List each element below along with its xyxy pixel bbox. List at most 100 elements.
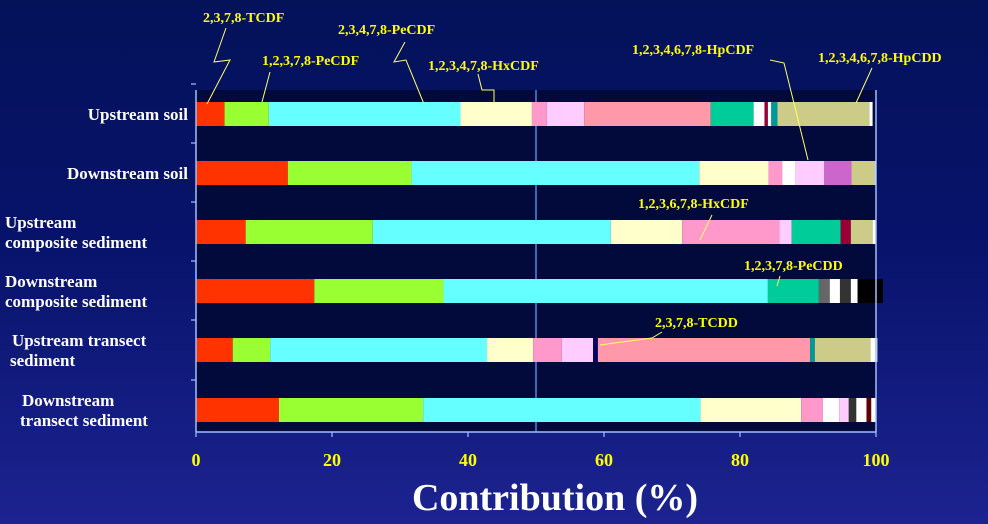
bars-layer: [196, 102, 883, 422]
bar-segment-0-4: [531, 102, 547, 126]
bar-segment-1-8: [851, 161, 875, 185]
bar-segment-0-5: [546, 102, 585, 126]
annotation-3: 1,2,3,4,7,8-HxCDF: [428, 59, 539, 74]
x-tick-label-5: 100: [863, 450, 890, 470]
bar-segment-5-7: [848, 398, 857, 422]
x-tick-label-0: 0: [192, 450, 201, 470]
bar-segment-0-6: [584, 102, 711, 126]
bar-segment-3-5: [829, 279, 840, 303]
category-label-2-1: composite sediment: [5, 233, 147, 252]
bar-segment-1-0: [196, 161, 288, 185]
bar-segment-2-1: [245, 220, 373, 244]
bar-segment-3-7: [850, 279, 858, 303]
category-label-4-1: sediment: [10, 351, 76, 370]
bar-segment-2-4: [682, 220, 780, 244]
category-label-3-1: composite sediment: [5, 292, 147, 311]
bar-segment-4-8: [810, 338, 815, 362]
category-label-0-0: Upstream soil: [88, 105, 189, 124]
x-tick-label-2: 40: [459, 450, 477, 470]
bar-segment-5-8: [856, 398, 867, 422]
bar-segment-2-7: [840, 220, 851, 244]
bar-segment-2-0: [196, 220, 246, 244]
bar-segment-2-5: [779, 220, 792, 244]
bar-segment-0-9: [764, 102, 768, 126]
annotation-leader-0: [206, 27, 231, 105]
bar-segment-5-4: [801, 398, 823, 422]
bar-segment-3-2: [443, 279, 768, 303]
bar-segment-3-6: [839, 279, 851, 303]
category-label-2-0: Upstream: [5, 213, 76, 232]
bar-segment-0-8: [753, 102, 765, 126]
annotation-leader-7: [776, 275, 781, 287]
category-label-5-0: Downstream: [22, 391, 114, 410]
x-tick-label-4: 80: [731, 450, 749, 470]
annotation-leader-3: [477, 73, 495, 104]
bar-segment-4-5: [561, 338, 594, 362]
bar-segment-0-10: [767, 102, 772, 126]
bar-segment-0-11: [771, 102, 778, 126]
bar-segment-5-1: [278, 398, 424, 422]
annotation-0: 2,3,7,8-TCDF: [203, 11, 284, 26]
bar-segment-5-2: [423, 398, 701, 422]
axes-layer: [191, 83, 877, 437]
bar-segment-4-2: [270, 338, 488, 362]
category-label-3-0: Downstream: [5, 272, 97, 291]
bar-segment-4-1: [232, 338, 271, 362]
bar-segment-0-13: [869, 102, 873, 126]
bar-segment-3-8: [857, 279, 883, 303]
bar-segment-1-4: [768, 161, 783, 185]
bar-segment-4-9: [814, 338, 871, 362]
bar-segment-4-3: [487, 338, 534, 362]
x-tick-label-1: 20: [323, 450, 341, 470]
bar-segment-4-7: [597, 338, 811, 362]
x-tick-label-3: 60: [595, 450, 613, 470]
bar-segment-5-9: [866, 398, 872, 422]
bar-segment-3-3: [767, 279, 819, 303]
tick-labels: 0 20 40 60 80 100: [192, 450, 890, 470]
bar-segment-0-7: [710, 102, 754, 126]
annotation-leader-6: [699, 214, 713, 241]
bar-segment-0-3: [460, 102, 532, 126]
bar-segment-5-3: [700, 398, 802, 422]
bar-segment-2-6: [791, 220, 841, 244]
plot-area: [196, 90, 876, 432]
bar-segment-3-1: [314, 279, 444, 303]
bar-segment-4-6: [593, 338, 598, 362]
annotation-1: 2,3,4,7,8-PeCDF: [338, 23, 435, 38]
annotation-7: 1,2,3,7,8-PeCDD: [744, 259, 843, 274]
bar-segment-1-7: [824, 161, 852, 185]
category-label-5-1: transect sediment: [20, 411, 148, 430]
annotation-leader-2: [261, 71, 271, 103]
bar-segment-4-4: [533, 338, 562, 362]
annotation-leader-4: [769, 59, 809, 161]
bar-segment-1-1: [287, 161, 412, 185]
annotation-leader-1: [393, 41, 425, 105]
bar-segment-2-9: [872, 220, 876, 244]
bar-segment-2-8: [850, 220, 873, 244]
annotation-2: 1,2,3,7,8-PeCDF: [262, 54, 359, 69]
x-axis-label: Contribution (%): [412, 477, 698, 519]
annotation-5: 1,2,3,4,6,7,8-HpCDD: [818, 51, 942, 66]
bar-segment-4-10: [870, 338, 878, 362]
annotation-leader-5: [855, 67, 873, 104]
annotation-6: 1,2,3,6,7,8-HxCDF: [638, 197, 749, 212]
bar-segment-1-3: [699, 161, 769, 185]
bar-segment-4-0: [196, 338, 233, 362]
bar-segment-5-10: [871, 398, 876, 422]
annotation-4: 1,2,3,4,6,7,8-HpCDF: [632, 43, 754, 58]
bar-segment-2-2: [372, 220, 611, 244]
bar-segment-1-6: [795, 161, 825, 185]
annotation-leader-8: [599, 331, 663, 346]
bar-segment-0-12: [777, 102, 870, 126]
bar-segment-1-2: [411, 161, 700, 185]
bar-segment-5-0: [196, 398, 279, 422]
bar-segment-0-1: [224, 102, 269, 126]
bar-segment-0-0: [196, 102, 225, 126]
bar-segment-0-2: [268, 102, 461, 126]
bar-segment-3-4: [818, 279, 830, 303]
bar-segment-3-0: [196, 279, 315, 303]
bar-segment-5-5: [822, 398, 840, 422]
bar-segment-5-6: [839, 398, 849, 422]
